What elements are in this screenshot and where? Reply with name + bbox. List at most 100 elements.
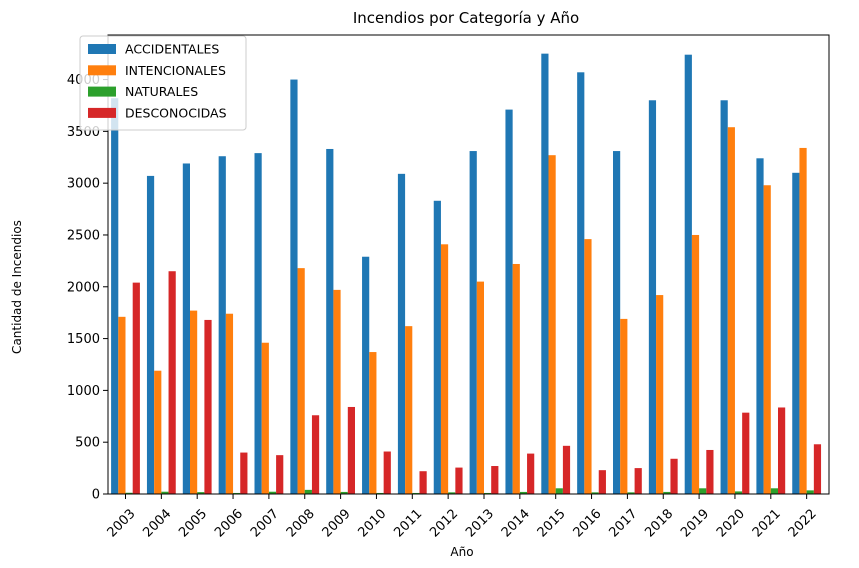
x-tick-label: 2017 [606, 506, 640, 540]
y-axis: 05001000150020002500300035004000 [67, 73, 108, 503]
x-tick-label: 2009 [320, 506, 354, 540]
bar-desconocidas-2003 [132, 282, 140, 494]
bar-naturales-2013 [484, 492, 492, 494]
bar-intencionales-2021 [763, 185, 771, 495]
x-tick-label: 2021 [750, 506, 784, 540]
bar-accidentales-2010 [362, 256, 370, 494]
x-tick-label: 2014 [499, 506, 533, 540]
x-axis-label: Año [450, 545, 473, 559]
plot-frame [107, 34, 830, 495]
bar-naturales-2007 [268, 491, 277, 494]
bar-naturales-2005 [197, 492, 205, 494]
bar-naturales-2008 [304, 489, 312, 494]
bar-intencionales-2011 [405, 326, 413, 494]
bar-intencionales-2015 [548, 155, 556, 494]
legend-box [79, 35, 247, 131]
bar-desconocidas-2012 [455, 467, 463, 494]
bar-desconocidas-2013 [491, 466, 499, 494]
x-tick-label: 2004 [140, 506, 174, 540]
bar-naturales-2015 [555, 488, 563, 494]
bar-accidentales-2008 [290, 79, 298, 495]
bar-naturales-2022 [806, 490, 814, 494]
x-tick-label: 2003 [105, 506, 139, 540]
x-tick-label: 2010 [355, 506, 389, 540]
bar-intencionales-2019 [691, 234, 700, 494]
bar-desconocidas-2007 [276, 455, 284, 494]
bar-accidentales-2020 [720, 100, 728, 494]
bar-intencionales-2010 [369, 352, 377, 494]
bar-accidentales-2015 [541, 53, 549, 495]
x-tick-label: 2019 [678, 506, 712, 540]
bar-accidentales-2017 [613, 151, 621, 495]
bar-accidentales-2013 [469, 151, 477, 495]
bar-accidentales-2003 [111, 98, 119, 494]
bar-naturales-2020 [734, 491, 743, 494]
bar-intencionales-2003 [118, 316, 126, 494]
bar-naturales-2004 [161, 491, 169, 494]
bar-accidentales-2005 [182, 163, 190, 495]
bar-desconocidas-2011 [419, 471, 427, 494]
x-tick-label: 2007 [248, 506, 282, 540]
y-tick-label: 0 [92, 488, 100, 503]
bar-desconocidas-2009 [347, 406, 355, 494]
bar-naturales-2003 [125, 492, 133, 494]
legend: ACCIDENTALES INTENCIONALES NATURALES DESCON… [79, 35, 247, 131]
bar-desconocidas-2020 [742, 412, 750, 494]
bar-accidentales-2014 [505, 109, 513, 494]
bar-desconocidas-2015 [562, 445, 571, 494]
bar-desconocidas-2016 [598, 470, 606, 494]
bar-naturales-2018 [663, 491, 671, 494]
bar-naturales-2019 [699, 488, 707, 494]
bar-intencionales-2022 [799, 147, 807, 494]
bar-naturales-2009 [340, 491, 348, 494]
legend-label-desconocidas: DESCONOCIDAS [125, 105, 227, 120]
x-tick-label: 2011 [391, 506, 425, 540]
x-tick-label: 2006 [212, 506, 246, 540]
bar-intencionales-2012 [440, 244, 449, 494]
x-axis: 2003 2004 2005 2006 2007 2008 2009 2010 2011 2012… [105, 494, 820, 540]
bar-accidentales-2004 [146, 175, 155, 494]
bar-accidentales-2009 [326, 148, 334, 494]
bar-naturales-2021 [770, 488, 778, 494]
y-tick-label: 1000 [67, 384, 100, 399]
bar-intencionales-2005 [190, 310, 198, 494]
bar-accidentales-2012 [433, 200, 441, 494]
bar-intencionales-2014 [512, 263, 520, 494]
x-tick-label: 2015 [535, 506, 569, 540]
legend-swatch-intencionales [88, 65, 116, 76]
y-tick-label: 3000 [67, 177, 100, 192]
bar-accidentales-2022 [792, 172, 800, 495]
bar-intencionales-2007 [261, 342, 269, 494]
bar-intencionales-2016 [584, 239, 592, 494]
bar-naturales-2017 [627, 492, 635, 494]
bar-accidentales-2007 [254, 153, 262, 494]
bar-naturales-2012 [448, 492, 456, 494]
x-tick-label: 2016 [571, 506, 605, 540]
bar-desconocidas-2010 [383, 451, 391, 494]
bar-intencionales-2020 [727, 127, 735, 495]
chart-title: Incendios por Categoría y Año [353, 9, 579, 27]
bar-accidentales-2018 [648, 100, 657, 494]
x-tick-label: 2012 [427, 506, 461, 540]
legend-label-naturales: NATURALES [125, 84, 198, 99]
bar-intencionales-2008 [297, 268, 305, 494]
x-tick-label: 2013 [463, 506, 497, 540]
bar-desconocidas-2005 [204, 319, 212, 494]
bar-intencionales-2018 [656, 295, 664, 494]
bar-naturales-2010 [376, 492, 384, 494]
x-tick-label: 2020 [714, 506, 748, 540]
bar-accidentales-2019 [684, 54, 692, 494]
legend-swatch-accidentales [88, 44, 116, 54]
bar-accidentales-2006 [218, 156, 226, 495]
y-tick-label: 2500 [67, 228, 100, 243]
bar-desconocidas-2008 [311, 415, 320, 494]
bar-intencionales-2017 [620, 318, 628, 494]
legend-swatch-desconocidas [88, 107, 116, 118]
legend-swatch-naturales [88, 86, 116, 97]
bar-intencionales-2006 [225, 313, 234, 494]
bar-desconocidas-2022 [813, 444, 822, 494]
bar-intencionales-2013 [476, 281, 484, 494]
bar-accidentales-2011 [397, 173, 406, 494]
bar-desconocidas-2019 [706, 449, 714, 494]
